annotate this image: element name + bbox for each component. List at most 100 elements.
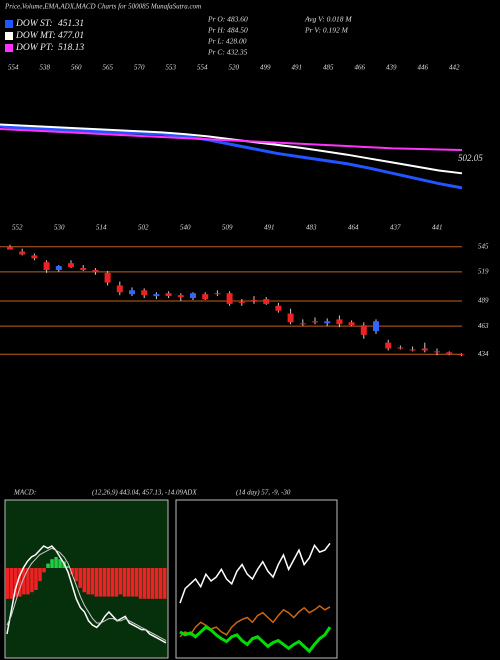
histogram-bar	[86, 568, 91, 595]
candle-body	[446, 352, 453, 355]
candle-body	[104, 272, 111, 283]
macd-title: MACD:	[13, 489, 36, 497]
histogram-bar	[118, 568, 123, 595]
candle-body	[299, 323, 306, 325]
histogram-bar	[110, 568, 115, 597]
histogram-bar	[74, 568, 78, 582]
adx-line	[179, 542, 331, 604]
candle-body	[312, 321, 318, 323]
legend-swatch	[5, 20, 13, 28]
high-label: 538	[40, 64, 51, 72]
price-info: Pr C: 432.35	[207, 48, 248, 57]
histogram-bar	[126, 568, 131, 597]
candle-body	[275, 305, 282, 311]
histogram-bar	[154, 568, 159, 599]
candle-body	[385, 342, 392, 349]
low-label: 540	[180, 224, 191, 232]
ema-line	[0, 128, 463, 151]
legend-value: 451.31	[58, 19, 84, 29]
adx-values: (14 day) 57, -9, -30	[236, 489, 291, 497]
legend-label: DOW ST:	[15, 19, 53, 29]
histogram-bar	[54, 557, 58, 568]
histogram-bar	[98, 568, 103, 597]
histogram-bar	[94, 568, 99, 597]
candle-body	[141, 290, 148, 296]
high-label: 554	[8, 64, 19, 72]
y-tick-label: 519	[478, 268, 489, 276]
candle-body	[116, 285, 123, 293]
y-tick-label: 434	[478, 350, 489, 358]
legend-label: DOW MT:	[15, 31, 56, 41]
histogram-bar	[66, 565, 70, 568]
high-label: 439	[386, 64, 397, 72]
high-label: 553	[166, 64, 177, 72]
candle-body	[238, 301, 245, 303]
candle-body	[360, 325, 367, 335]
low-label: 483	[306, 224, 317, 232]
histogram-bar	[78, 568, 82, 588]
histogram-bar	[46, 563, 50, 568]
legend-value: 518.13	[58, 43, 84, 53]
macd-line	[6, 545, 167, 644]
candle-body	[287, 313, 294, 323]
high-label: 485	[323, 64, 334, 72]
price-info: Pr L: 428.00	[207, 37, 247, 46]
candle-body	[434, 351, 440, 353]
low-label: 530	[54, 224, 65, 232]
high-label: 466	[355, 64, 366, 72]
low-label: 502	[138, 224, 149, 232]
y-tick-label: 545	[478, 242, 489, 250]
high-label: 570	[134, 64, 145, 72]
candle-body	[31, 255, 38, 259]
low-label: 464	[348, 224, 359, 232]
candle-body	[421, 348, 428, 351]
histogram-bar	[142, 568, 147, 599]
histogram-bar	[42, 568, 46, 573]
macd-line	[6, 547, 167, 642]
candle-body	[19, 251, 26, 255]
adx-line	[179, 625, 332, 654]
histogram-bar	[122, 568, 127, 597]
price-info: Pr O: 483.60	[207, 15, 248, 24]
macd-values: (12,26,9) 443.04, 457.13, -14.09ADX	[92, 489, 197, 497]
candle-body	[348, 322, 355, 326]
candle-body	[214, 293, 221, 295]
last-price: 502.05	[458, 153, 483, 163]
candle-body	[324, 321, 331, 324]
histogram-bar	[158, 568, 163, 599]
histogram-bar	[150, 568, 155, 599]
price-info: Avg V: 0.018 M	[304, 15, 352, 24]
histogram-bar	[138, 568, 143, 599]
candle-body	[336, 319, 343, 325]
candle-body	[129, 290, 135, 295]
candle-body	[458, 354, 465, 356]
candle-body	[92, 269, 99, 272]
histogram-bar	[34, 568, 38, 590]
low-label: 552	[12, 224, 23, 232]
candle-body	[226, 293, 233, 304]
candle-body	[7, 246, 13, 250]
high-label: 554	[197, 64, 208, 72]
high-label: 442	[449, 64, 460, 72]
candle-body	[190, 293, 196, 299]
candle-body	[251, 300, 257, 301]
histogram-bar	[6, 568, 10, 599]
y-tick-label: 463	[478, 322, 489, 330]
candle-body	[43, 262, 50, 270]
candle-body	[397, 347, 404, 349]
histogram-bar	[70, 568, 74, 575]
legend-value: 477.01	[58, 31, 84, 41]
candle-body	[263, 299, 270, 304]
legend-swatch	[5, 44, 13, 52]
high-label: 491	[292, 64, 303, 72]
histogram-bar	[30, 568, 34, 593]
ema-line	[0, 123, 463, 175]
histogram-bar	[14, 568, 18, 597]
high-label: 565	[103, 64, 114, 72]
histogram-bar	[90, 568, 95, 595]
histogram-bar	[82, 568, 86, 593]
histogram-bar	[50, 559, 54, 568]
candle-body	[165, 293, 172, 297]
legend-swatch	[5, 32, 13, 40]
adx-line	[179, 605, 331, 638]
